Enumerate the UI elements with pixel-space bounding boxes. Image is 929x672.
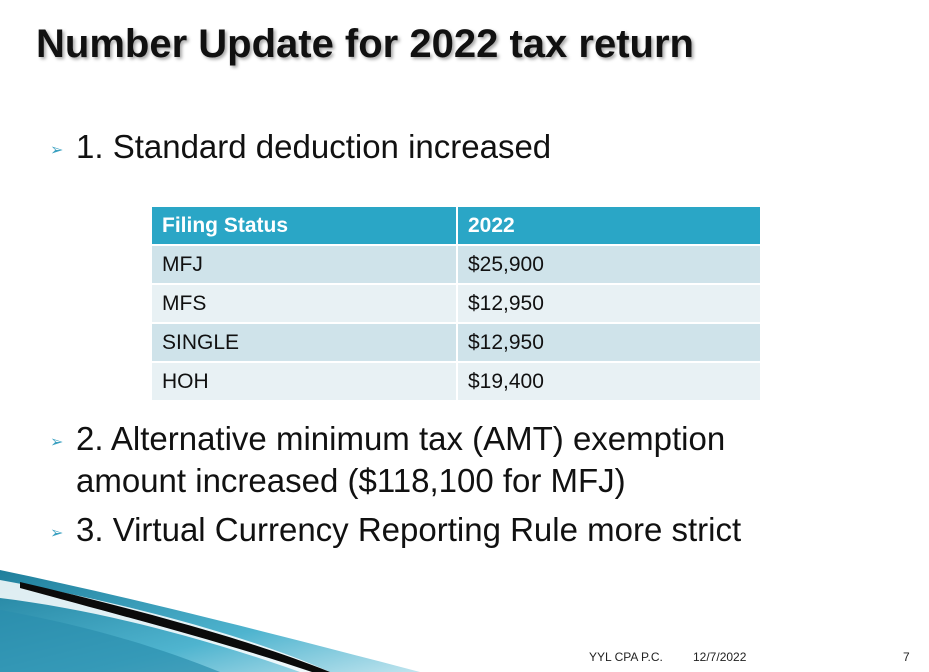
cell-status: MFJ [152, 246, 458, 285]
standard-deduction-table: Filing Status 2022 MFJ $25,900 MFS $12,9… [152, 207, 760, 402]
cell-status: HOH [152, 363, 458, 402]
table-row: MFS $12,950 [152, 285, 760, 324]
bullet-arrow-icon: ➢ [50, 142, 64, 159]
table-row: HOH $19,400 [152, 363, 760, 402]
bullet-3-text: 3. Virtual Currency Reporting Rule more … [76, 511, 742, 548]
footer-company: YYL CPA P.C. [589, 650, 663, 664]
table-header-row: Filing Status 2022 [152, 207, 760, 246]
bullet-2-text: 2. Alternative minimum tax (AMT) exempti… [76, 418, 725, 502]
table-row: MFJ $25,900 [152, 246, 760, 285]
decorative-swoosh [0, 570, 420, 672]
bullet-arrow-icon: ➢ [50, 434, 64, 451]
bullet-2-line-2: amount increased ($118,100 for MFJ) [76, 462, 626, 499]
footer-date: 12/7/2022 [693, 650, 747, 664]
header-year: 2022 [458, 207, 760, 246]
bullet-1: ➢ 1. Standard deduction increased [50, 126, 551, 172]
cell-amount: $12,950 [458, 324, 760, 363]
cell-amount: $12,950 [458, 285, 760, 324]
bullet-2: ➢ 2. Alternative minimum tax (AMT) exemp… [50, 418, 725, 502]
cell-amount: $19,400 [458, 363, 760, 402]
bullet-3: ➢ 3. Virtual Currency Reporting Rule mor… [50, 509, 741, 555]
bullet-2-line-1: 2. Alternative minimum tax (AMT) exempti… [76, 420, 726, 457]
table-row: SINGLE $12,950 [152, 324, 760, 363]
header-filing-status: Filing Status [152, 207, 458, 246]
cell-status: MFS [152, 285, 458, 324]
bullet-1-text: 1. Standard deduction increased [76, 128, 552, 165]
cell-amount: $25,900 [458, 246, 760, 285]
bullet-arrow-icon: ➢ [50, 525, 64, 542]
slide-title: Number Update for 2022 tax return [36, 22, 694, 66]
cell-status: SINGLE [152, 324, 458, 363]
footer-page-number: 7 [903, 650, 910, 664]
